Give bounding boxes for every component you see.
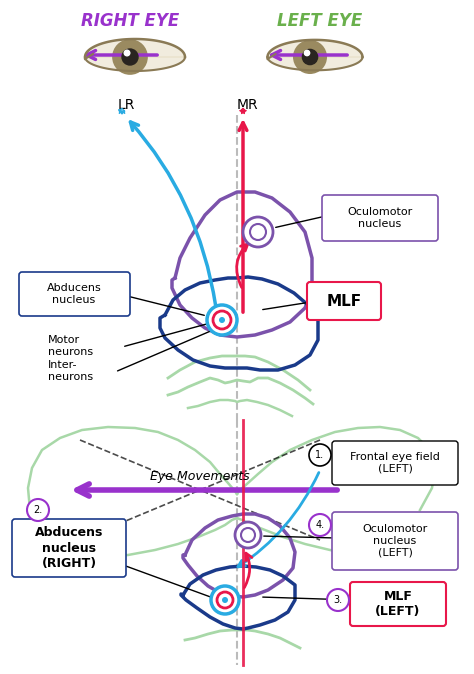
Circle shape xyxy=(309,444,331,466)
Circle shape xyxy=(207,305,237,335)
Circle shape xyxy=(122,49,138,65)
FancyBboxPatch shape xyxy=(332,512,458,570)
Text: MLF: MLF xyxy=(327,293,362,309)
Polygon shape xyxy=(85,39,185,71)
Text: Motor
neurons: Motor neurons xyxy=(48,335,93,357)
FancyBboxPatch shape xyxy=(322,195,438,241)
Circle shape xyxy=(243,217,273,247)
Text: 3.: 3. xyxy=(333,595,343,605)
Circle shape xyxy=(304,51,310,56)
Circle shape xyxy=(213,311,231,329)
Text: Abducens
nucleus
(RIGHT): Abducens nucleus (RIGHT) xyxy=(35,526,103,570)
Text: Oculomotor
nucleus
(LEFT): Oculomotor nucleus (LEFT) xyxy=(363,524,428,557)
Text: LEFT EYE: LEFT EYE xyxy=(277,12,363,30)
FancyBboxPatch shape xyxy=(332,441,458,485)
Text: 1.: 1. xyxy=(315,450,325,460)
Polygon shape xyxy=(267,40,363,70)
Text: Eye Movements: Eye Movements xyxy=(150,470,250,483)
FancyBboxPatch shape xyxy=(19,272,130,316)
Circle shape xyxy=(211,586,239,614)
FancyBboxPatch shape xyxy=(12,519,126,577)
Text: RIGHT EYE: RIGHT EYE xyxy=(81,12,179,30)
Text: Abducens
nucleus: Abducens nucleus xyxy=(46,283,101,305)
Text: MR: MR xyxy=(237,98,259,112)
Text: Inter-
neurons: Inter- neurons xyxy=(48,360,93,381)
Circle shape xyxy=(327,589,349,611)
Text: MLF
(LEFT): MLF (LEFT) xyxy=(375,590,421,618)
FancyBboxPatch shape xyxy=(307,282,381,320)
Circle shape xyxy=(309,514,331,536)
Circle shape xyxy=(219,317,225,323)
FancyBboxPatch shape xyxy=(350,582,446,626)
Text: 2.: 2. xyxy=(33,505,43,515)
Circle shape xyxy=(222,597,228,603)
Circle shape xyxy=(302,49,318,65)
Text: Oculomotor
nucleus: Oculomotor nucleus xyxy=(347,207,413,228)
Circle shape xyxy=(124,50,130,56)
Circle shape xyxy=(27,499,49,521)
Text: LR: LR xyxy=(118,98,136,112)
Circle shape xyxy=(235,522,261,548)
Text: Frontal eye field
(LEFT): Frontal eye field (LEFT) xyxy=(350,452,440,474)
Circle shape xyxy=(294,41,326,73)
Text: 4.: 4. xyxy=(315,520,325,530)
Circle shape xyxy=(113,40,147,73)
Circle shape xyxy=(217,592,233,608)
